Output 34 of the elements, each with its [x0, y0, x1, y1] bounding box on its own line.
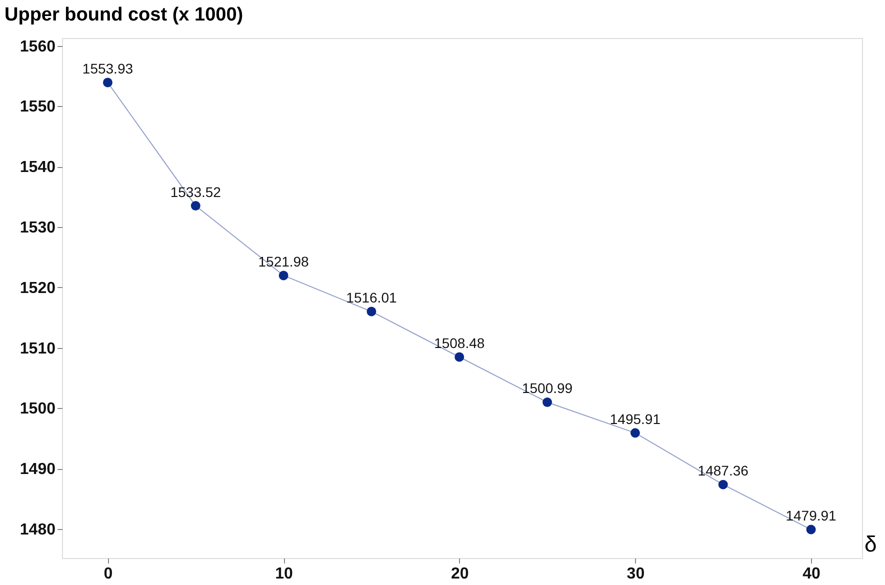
data-label: 1508.48	[434, 335, 485, 352]
data-label: 1495.91	[610, 410, 661, 427]
point	[102, 78, 112, 88]
x-tick-label: 30	[626, 566, 645, 582]
x-tick-label: 20	[450, 566, 469, 582]
data-label: 1479.91	[786, 508, 837, 524]
y-tick-label: 1520	[20, 280, 56, 297]
point	[278, 270, 288, 280]
y-tick-label: 1500	[20, 400, 56, 418]
y-tick-label: 1510	[20, 340, 56, 358]
data-label: 1553.93	[82, 60, 134, 77]
point	[454, 352, 464, 362]
point	[542, 398, 552, 407]
point	[190, 201, 200, 211]
y-tick-label: 1540	[20, 159, 56, 176]
point	[806, 524, 816, 534]
x-axis-title: δ	[864, 532, 877, 556]
y-tick-label: 1480	[20, 522, 56, 539]
point	[718, 480, 728, 490]
y-tick-label: 1530	[20, 220, 56, 237]
point	[630, 428, 640, 438]
data-label: 1487.36	[698, 462, 749, 479]
y-axis-title: Upper bound cost (x 1000)	[4, 4, 244, 26]
data-label: 1516.01	[346, 290, 397, 306]
x-tick-label: 0	[104, 566, 113, 582]
y-tick-label: 1560	[20, 38, 56, 56]
point	[366, 306, 376, 316]
x-tick-label: 10	[275, 566, 294, 582]
y-tick-label: 1490	[20, 461, 56, 478]
x-tick-label: 40	[802, 566, 821, 582]
y-tick-label: 1550	[20, 98, 56, 116]
data-label: 1500.99	[522, 380, 573, 396]
data-label: 1533.52	[170, 184, 222, 200]
data-label: 1521.98	[258, 253, 310, 270]
